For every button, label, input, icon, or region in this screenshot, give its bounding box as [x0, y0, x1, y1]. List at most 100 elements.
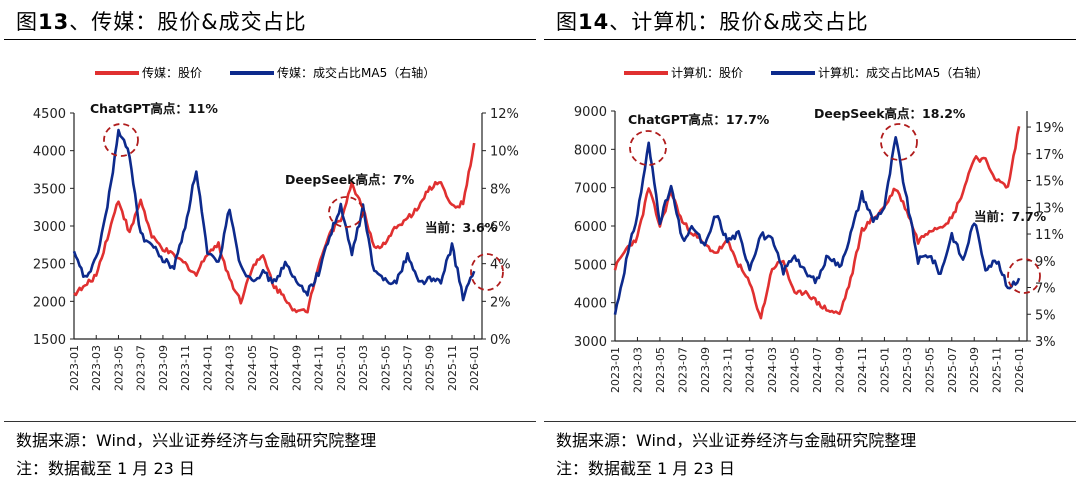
highlight-circle — [103, 123, 139, 157]
x-tick-label: 2024-09 — [834, 347, 847, 393]
line-chart-media: 1500 2000 2500 3000 3500 4000 4500 0% 2% 4% 6% 8% 10… — [33, 101, 519, 391]
legend-label: 传媒：成交占比MA5（右轴） — [277, 66, 436, 80]
x-tick-label: 2025-03 — [901, 347, 914, 393]
y-left-tick-label: 3000 — [33, 220, 66, 235]
y-right-tick-label: 0% — [490, 333, 511, 348]
turnover-ratio-line — [72, 128, 476, 302]
data-note: 注：数据截至 1 月 23 日 — [16, 459, 195, 478]
y-right-tick-label: 17% — [1035, 148, 1064, 163]
y-left-tick-label: 9000 — [574, 105, 607, 120]
title-divider — [544, 39, 1076, 40]
y-right-tick-label: 3% — [1035, 335, 1056, 350]
x-tick-label: 2023-03 — [90, 345, 103, 391]
legend-item-price: 传媒：股价 — [95, 64, 202, 81]
x-tick-label: 2024-03 — [766, 347, 779, 393]
chart-title: 图14、计算机：股价&成交占比 — [556, 10, 869, 34]
y-left-tick-label: 4000 — [574, 297, 607, 312]
x-tick-label: 2023-01 — [68, 345, 81, 391]
x-tick-label: 2023-07 — [135, 345, 148, 391]
highlight-circle — [1007, 258, 1041, 294]
chart-legend: 传媒：股价 传媒：成交占比MA5（右轴） — [95, 64, 463, 81]
turnover-ratio-line — [613, 136, 1021, 315]
legend-swatch-blue — [230, 70, 275, 75]
highlight-circle — [470, 253, 504, 291]
chart-panel-computer: 图14、计算机：股价&成交占比 计算机：股价 计算机：成交占比MA5（右轴） 3… — [540, 0, 1080, 480]
x-tick-label: 2024-11 — [856, 347, 869, 393]
legend-swatch-red — [624, 70, 668, 75]
chart-title: 图13、传媒：股价&成交占比 — [16, 10, 307, 34]
x-tick-label: 2025-03 — [357, 345, 370, 391]
y-left-tick-label: 3000 — [574, 335, 607, 350]
x-tick-label: 2024-11 — [313, 345, 326, 391]
y-right-tick-label: 13% — [1035, 201, 1064, 216]
y-left-tick-label: 5000 — [574, 258, 607, 273]
legend-swatch-blue — [771, 70, 816, 75]
price-line — [613, 126, 1021, 320]
y-right-tick-label: 2% — [490, 295, 511, 310]
x-tick-label: 2024-07 — [811, 347, 824, 393]
y-left-tick-label: 3500 — [33, 182, 66, 197]
x-tick-label: 2024-01 — [201, 345, 214, 391]
x-tick-label: 2024-05 — [789, 347, 802, 393]
y-left-tick-label: 1500 — [33, 333, 66, 348]
annotation-label: DeepSeek高点：7% — [285, 172, 415, 187]
x-tick-label: 2023-05 — [112, 345, 125, 391]
y-right-tick-label: 4% — [490, 258, 511, 273]
legend-label: 传媒：股价 — [142, 66, 203, 80]
x-tick-label: 2025-07 — [402, 345, 415, 391]
x-tick-label: 2024-05 — [246, 345, 259, 391]
legend-swatch-red — [95, 70, 139, 75]
y-left-tick-label: 2500 — [33, 258, 66, 273]
y-right-tick-label: 5% — [1035, 308, 1056, 323]
annotation-label: 当前：3.6% — [425, 220, 498, 235]
x-tick-label: 2024-07 — [268, 345, 281, 391]
y-right-tick-label: 10% — [490, 145, 519, 160]
y-right-tick-label: 8% — [490, 182, 511, 197]
x-tick-label: 2025-11 — [991, 347, 1004, 393]
x-tick-label: 2023-11 — [721, 347, 734, 393]
x-tick-label: 2023-01 — [609, 347, 622, 393]
y-left-tick-label: 8000 — [574, 143, 607, 158]
annotation-label: 当前：7.7% — [974, 209, 1047, 224]
data-source: 数据来源：Wind，兴业证券经济与金融研究院整理 — [16, 431, 377, 450]
legend-item-price: 计算机：股价 — [624, 64, 743, 81]
x-tick-label: 2025-05 — [379, 345, 392, 391]
x-tick-label: 2026-01 — [468, 345, 481, 391]
highlight-circle — [629, 130, 667, 166]
y-right-tick-label: 11% — [1035, 228, 1064, 243]
x-tick-label: 2024-03 — [224, 345, 237, 391]
x-tick-label: 2025-11 — [446, 345, 459, 391]
x-tick-label: 2026-01 — [1013, 347, 1026, 393]
title-divider — [4, 39, 536, 40]
legend-label: 计算机：成交占比MA5（右轴） — [818, 66, 989, 80]
x-tick-label: 2023-03 — [631, 347, 644, 393]
x-tick-label: 2023-11 — [179, 345, 192, 391]
x-tick-label: 2023-05 — [654, 347, 667, 393]
y-right-tick-label: 7% — [1035, 282, 1056, 297]
data-note: 注：数据截至 1 月 23 日 — [556, 459, 735, 478]
legend-item-ratio: 传媒：成交占比MA5（右轴） — [230, 64, 435, 81]
x-tick-label: 2023-07 — [676, 347, 689, 393]
line-chart-computer: 3000 4000 5000 6000 7000 8000 9000 3% 5% 7% 9% 11% 1… — [574, 105, 1064, 393]
legend-label: 计算机：股价 — [671, 66, 744, 80]
chart-panel-media: 图13、传媒：股价&成交占比 传媒：股价 传媒：成交占比MA5（右轴） 1500… — [4, 10, 536, 478]
y-left-tick-label: 4000 — [33, 145, 66, 160]
highlight-circle — [328, 196, 364, 228]
legend-item-ratio: 计算机：成交占比MA5（右轴） — [771, 64, 988, 81]
data-source: 数据来源：Wind，兴业证券经济与金融研究院整理 — [556, 431, 917, 450]
chart-legend: 计算机：股价 计算机：成交占比MA5（右轴） — [624, 64, 1016, 81]
y-left-tick-label: 6000 — [574, 220, 607, 235]
price-line — [73, 142, 476, 314]
y-right-tick-label: 15% — [1035, 175, 1064, 190]
x-tick-label: 2025-01 — [878, 347, 891, 393]
y-right-tick-label: 12% — [490, 107, 519, 122]
footer-divider — [4, 421, 536, 422]
x-tick-label: 2025-07 — [946, 347, 959, 393]
y-right-tick-label: 6% — [490, 220, 511, 235]
x-tick-label: 2025-05 — [923, 347, 936, 393]
y-left-tick-label: 7000 — [574, 182, 607, 197]
y-right-tick-label: 9% — [1035, 255, 1056, 270]
annotation-label: ChatGPT高点：17.7% — [628, 112, 770, 127]
y-left-tick-label: 4500 — [33, 107, 66, 122]
annotation-label: DeepSeek高点：18.2% — [814, 106, 966, 121]
